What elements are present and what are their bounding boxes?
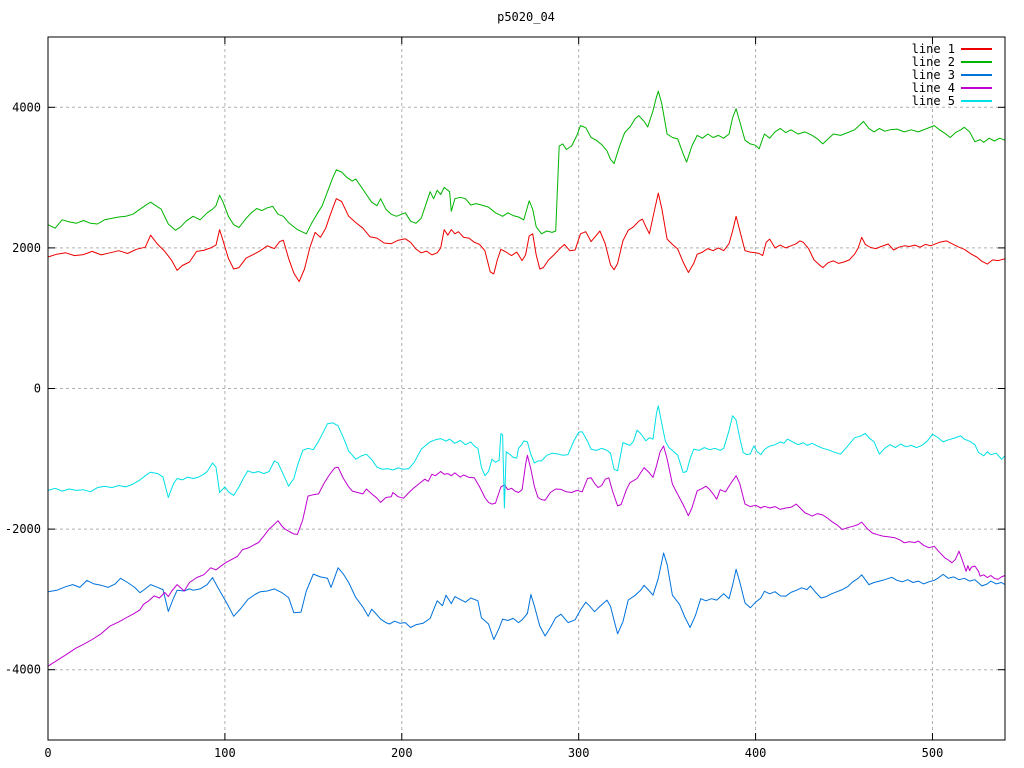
y-tick-label: 0 bbox=[34, 382, 41, 396]
y-tick-label: -4000 bbox=[5, 663, 41, 677]
series-line-1 bbox=[47, 192, 1006, 283]
legend-label: line 3 bbox=[912, 68, 955, 82]
series-line-2 bbox=[47, 90, 1006, 235]
legend-label: line 2 bbox=[912, 55, 955, 69]
axis-tick-labels: 0 100 200 300 400 500 -4000 -2000 0 2000 4000 bbox=[5, 100, 943, 760]
data-series bbox=[47, 90, 1006, 667]
x-tick-label: 100 bbox=[214, 746, 236, 760]
x-tick-label: 300 bbox=[568, 746, 590, 760]
legend-label: line 1 bbox=[912, 42, 955, 56]
series-line-4 bbox=[47, 445, 1006, 667]
y-tick-label: 2000 bbox=[12, 241, 41, 255]
legend-label: line 4 bbox=[912, 81, 955, 95]
series-line-5 bbox=[47, 405, 1006, 509]
y-tick-label: -2000 bbox=[5, 522, 41, 536]
series-line-3 bbox=[47, 552, 1006, 640]
x-tick-label: 0 bbox=[44, 746, 51, 760]
chart-title: p5020_04 bbox=[497, 10, 555, 24]
legend-label: line 5 bbox=[912, 94, 955, 108]
y-tick-label: 4000 bbox=[12, 100, 41, 114]
x-tick-label: 200 bbox=[391, 746, 413, 760]
x-tick-label: 400 bbox=[745, 746, 767, 760]
x-tick-label: 500 bbox=[922, 746, 944, 760]
axis-ticks bbox=[47, 37, 1005, 740]
